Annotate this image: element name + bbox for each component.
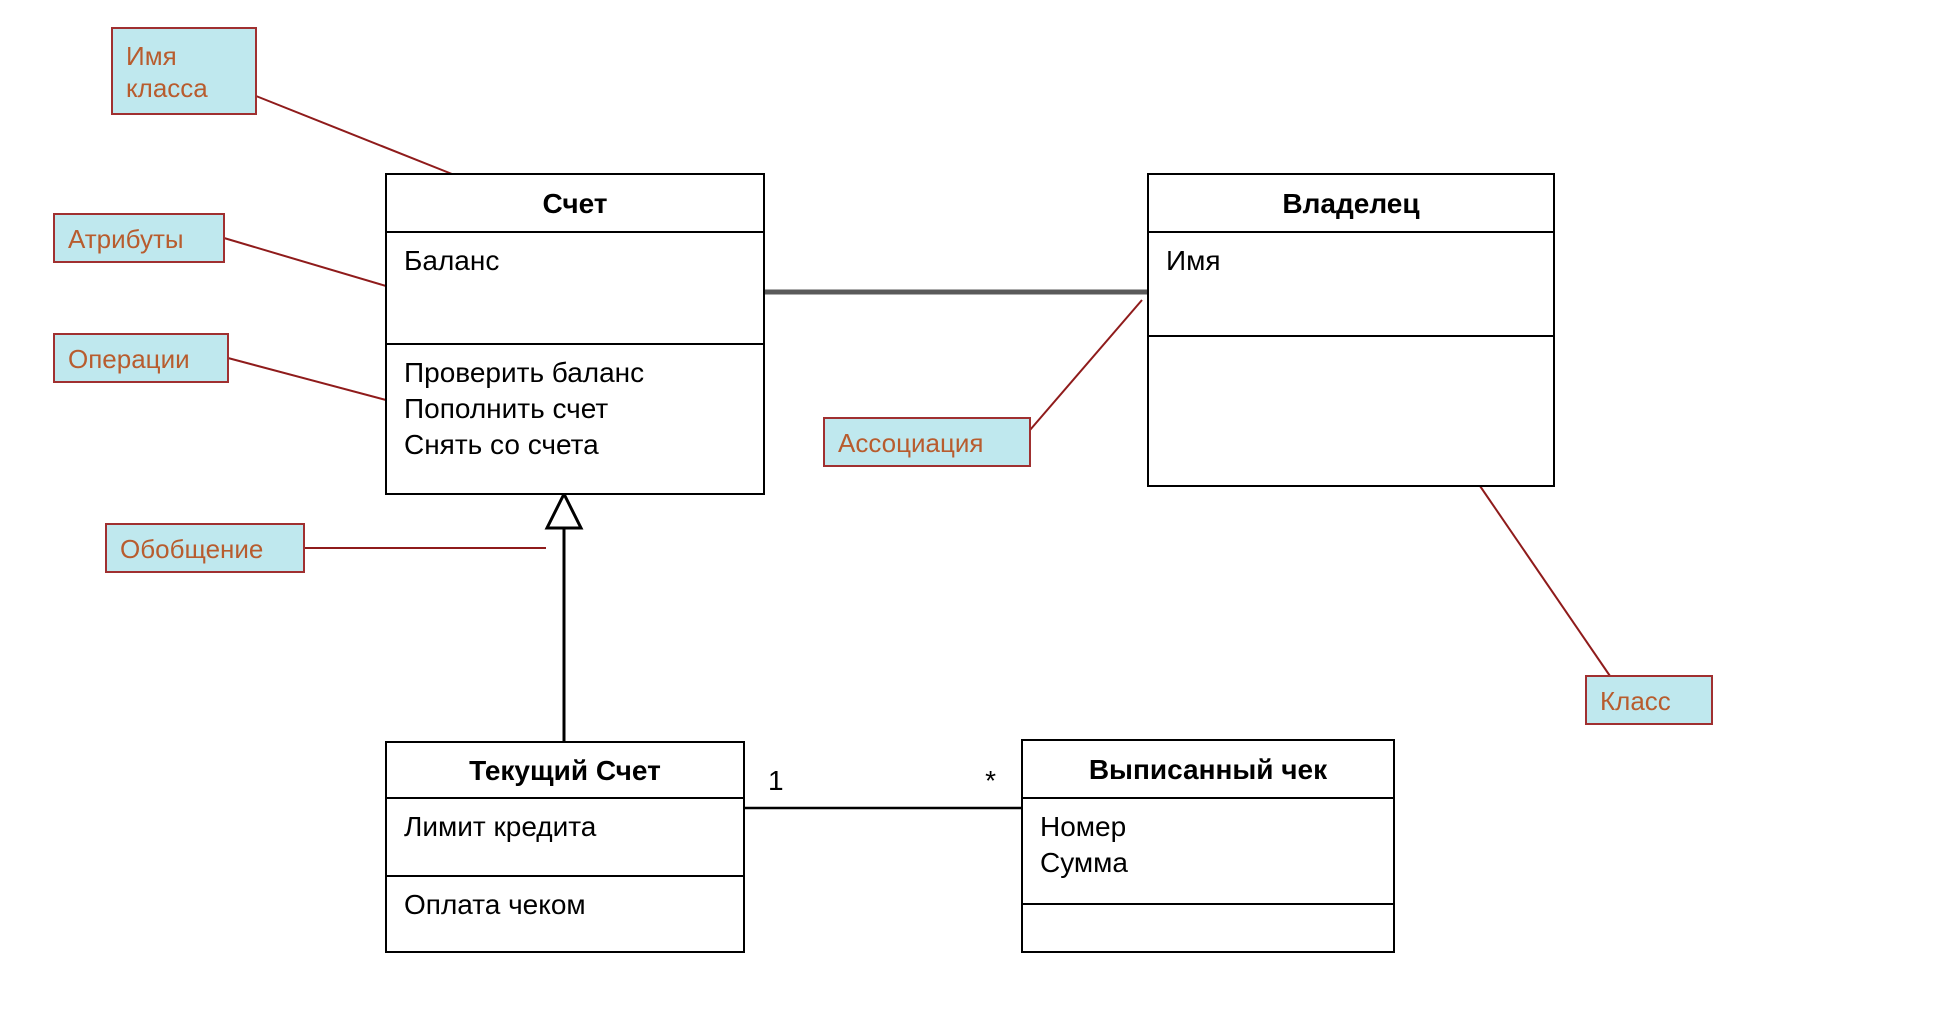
- class-name: Текущий Счет: [469, 755, 661, 786]
- callout-text: Класс: [1600, 686, 1671, 716]
- multiplicity-to: *: [985, 765, 996, 796]
- leader-class_name: [256, 96, 452, 174]
- class-name: Владелец: [1282, 188, 1419, 219]
- class-check: Выписанный чек Номер Сумма: [1022, 740, 1394, 952]
- callout-text: Атрибуты: [68, 224, 184, 254]
- callout-text: Имя: [126, 41, 177, 71]
- class-attribute: Сумма: [1040, 847, 1128, 878]
- callout-text: Ассоциация: [838, 428, 983, 458]
- class-operation: Снять со счета: [404, 429, 599, 460]
- leader-attributes: [224, 238, 386, 286]
- class-name: Счет: [542, 188, 607, 219]
- callout-class_name: Имякласса: [112, 28, 256, 114]
- callout-generalization: Обобщение: [106, 524, 304, 572]
- class-operation: Оплата чеком: [404, 889, 586, 920]
- class-name: Выписанный чек: [1089, 754, 1328, 785]
- uml-diagram: 1 * Счет Баланс Проверить баланс Пополнить сч…: [0, 0, 1949, 1034]
- callout-operations: Операции: [54, 334, 228, 382]
- class-attribute: Лимит кредита: [404, 811, 597, 842]
- callout-text: Обобщение: [120, 534, 263, 564]
- class-attribute: Баланс: [404, 245, 499, 276]
- leader-class: [1480, 486, 1610, 676]
- class-operation: Пополнить счет: [404, 393, 608, 424]
- callout-association: Ассоциация: [824, 418, 1030, 466]
- leader-association: [1030, 300, 1142, 430]
- class-current_account: Текущий Счет Лимит кредита Оплата чеком: [386, 742, 744, 952]
- callout-attributes: Атрибуты: [54, 214, 224, 262]
- multiplicity-from: 1: [768, 765, 784, 796]
- generalization-arrowhead-icon: [547, 494, 581, 528]
- class-operation: Проверить баланс: [404, 357, 644, 388]
- callout-text: Операции: [68, 344, 190, 374]
- callout-class: Класс: [1586, 676, 1712, 724]
- class-owner: Владелец Имя: [1148, 174, 1554, 486]
- class-attribute: Имя: [1166, 245, 1221, 276]
- callout-text: класса: [126, 73, 208, 103]
- leader-operations: [228, 358, 386, 400]
- class-attribute: Номер: [1040, 811, 1126, 842]
- class-account: Счет Баланс Проверить баланс Пополнить счет…: [386, 174, 764, 494]
